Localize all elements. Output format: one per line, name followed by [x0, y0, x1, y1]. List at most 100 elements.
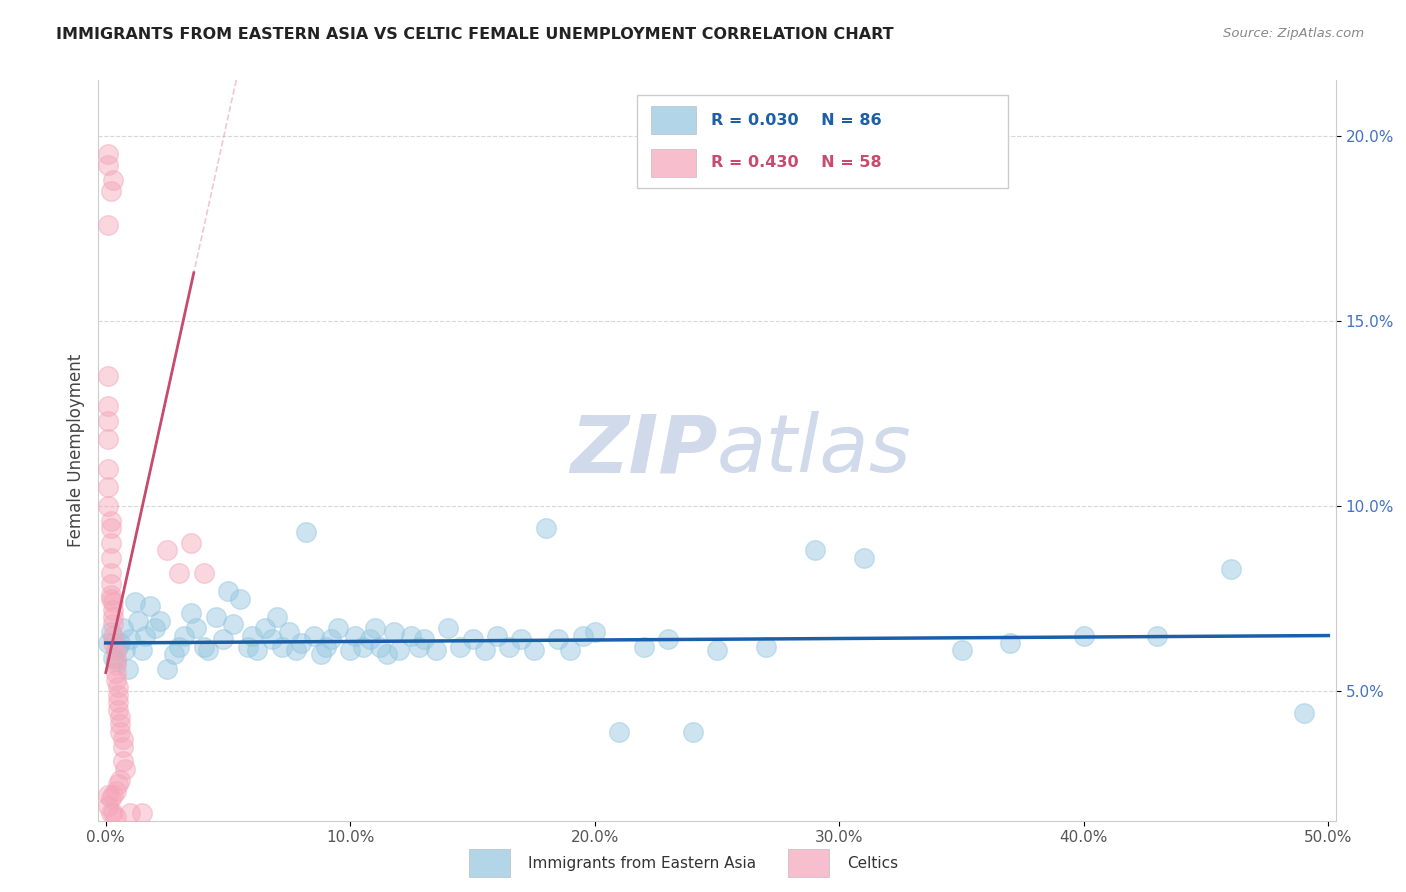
Text: IMMIGRANTS FROM EASTERN ASIA VS CELTIC FEMALE UNEMPLOYMENT CORRELATION CHART: IMMIGRANTS FROM EASTERN ASIA VS CELTIC F…	[56, 27, 894, 42]
Point	[229, 591, 252, 606]
Point	[408, 640, 430, 654]
Point	[101, 636, 124, 650]
Point	[1219, 562, 1241, 576]
Point	[124, 595, 146, 609]
Point	[104, 650, 127, 665]
Text: Immigrants from Eastern Asia: Immigrants from Eastern Asia	[529, 855, 756, 871]
Point	[148, 614, 170, 628]
Point	[173, 628, 195, 642]
Point	[104, 665, 127, 680]
Point	[111, 755, 134, 769]
Point	[97, 433, 120, 447]
Point	[339, 643, 361, 657]
Point	[295, 524, 318, 539]
Point	[437, 621, 460, 635]
Point	[104, 655, 127, 669]
Text: Celtics: Celtics	[846, 855, 898, 871]
Point	[134, 628, 156, 642]
Point	[101, 650, 124, 665]
Point	[100, 550, 122, 565]
Point	[120, 632, 142, 647]
Point	[100, 791, 122, 805]
Point	[315, 640, 337, 654]
Point	[547, 632, 569, 647]
Point	[260, 632, 283, 647]
Point	[100, 566, 122, 580]
Point	[114, 762, 136, 776]
Point	[633, 640, 655, 654]
Point	[111, 621, 134, 635]
Point	[449, 640, 471, 654]
Point	[425, 643, 447, 657]
Point	[100, 521, 122, 535]
Point	[163, 647, 186, 661]
Point	[101, 610, 124, 624]
Point	[180, 607, 202, 621]
Point	[101, 617, 124, 632]
Point	[110, 772, 132, 787]
Point	[270, 640, 292, 654]
Point	[111, 739, 134, 754]
Point	[204, 610, 226, 624]
Point	[107, 776, 129, 791]
Point	[110, 724, 132, 739]
Point	[571, 628, 593, 642]
Point	[97, 399, 120, 413]
Point	[97, 218, 120, 232]
Point	[107, 681, 129, 695]
Point	[461, 632, 484, 647]
Point	[101, 173, 124, 187]
Point	[246, 643, 269, 657]
Point	[100, 536, 122, 550]
Point	[120, 806, 142, 821]
Point	[804, 543, 827, 558]
Point	[117, 662, 139, 676]
Point	[1000, 636, 1022, 650]
Point	[657, 632, 679, 647]
Point	[100, 514, 122, 528]
Point	[97, 636, 120, 650]
Point	[104, 810, 127, 824]
Point	[1146, 628, 1168, 642]
Point	[100, 588, 122, 602]
Point	[523, 643, 546, 657]
Point	[368, 640, 391, 654]
Point	[319, 632, 342, 647]
Text: ZIP: ZIP	[569, 411, 717, 490]
Point	[100, 185, 122, 199]
Point	[755, 640, 778, 654]
Point	[375, 647, 398, 661]
Point	[253, 621, 276, 635]
Point	[285, 643, 308, 657]
Point	[266, 610, 288, 624]
Point	[101, 595, 124, 609]
Point	[1292, 706, 1315, 721]
Point	[100, 591, 122, 606]
Point	[107, 695, 129, 709]
Bar	[787, 849, 830, 877]
Point	[217, 584, 239, 599]
Point	[180, 536, 202, 550]
Point	[352, 640, 374, 654]
Point	[852, 550, 875, 565]
Point	[110, 717, 132, 731]
Point	[382, 624, 405, 639]
Point	[485, 628, 508, 642]
Point	[302, 628, 325, 642]
Point	[242, 628, 264, 642]
Point	[97, 462, 120, 476]
Point	[104, 658, 127, 673]
Point	[97, 788, 120, 802]
Point	[107, 688, 129, 702]
Point	[1073, 628, 1095, 642]
Point	[197, 643, 219, 657]
Point	[97, 414, 120, 428]
Point	[104, 784, 127, 798]
Point	[104, 643, 127, 657]
Point	[100, 806, 122, 821]
Text: atlas: atlas	[717, 411, 912, 490]
Point	[474, 643, 496, 657]
Point	[156, 662, 179, 676]
Point	[534, 521, 557, 535]
Point	[97, 499, 120, 513]
